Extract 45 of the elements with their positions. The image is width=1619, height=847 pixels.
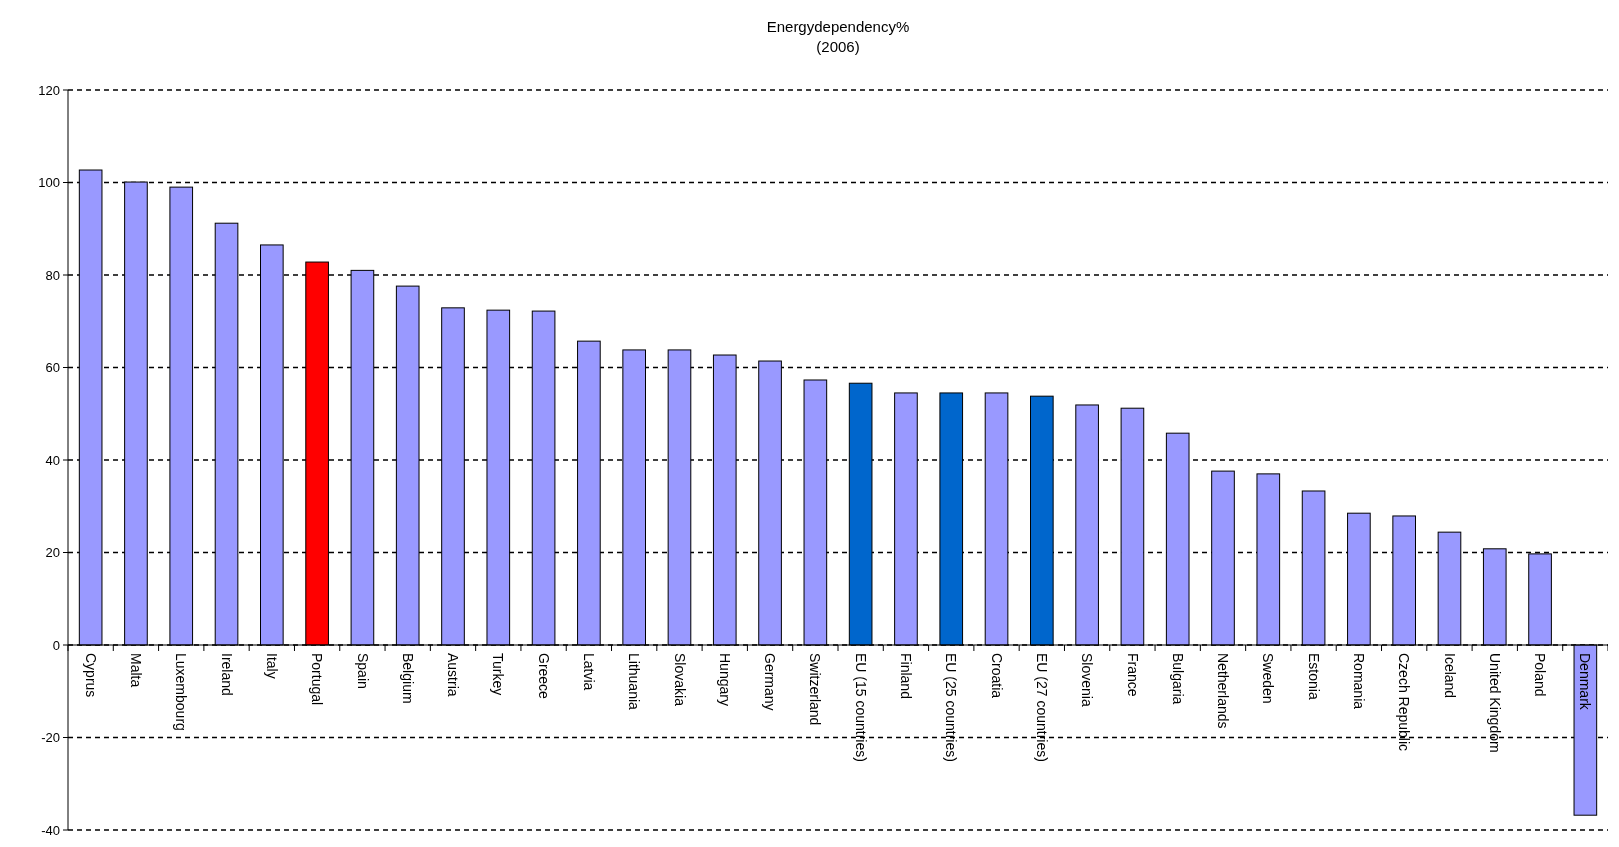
x-tick-label: Luxembourg	[173, 653, 190, 731]
x-tick-label: France	[1124, 653, 1141, 697]
y-tick-label: 100	[38, 175, 60, 191]
x-tick-label: Cyprus	[82, 653, 99, 698]
x-tick-label: Bulgaria	[1169, 653, 1186, 705]
x-tick-label: EU (25 countries)	[943, 653, 960, 762]
x-tick-label: Slovenia	[1079, 653, 1096, 707]
x-tick-label: United Kingdom	[1486, 653, 1503, 753]
chart-subtitle: (2006)	[816, 38, 860, 55]
x-tick-label: Romania	[1350, 653, 1367, 710]
x-tick-label: Malta	[128, 653, 145, 688]
x-tick-label: Finland	[898, 653, 915, 699]
x-tick-label: Slovakia	[671, 653, 688, 707]
x-tick-label: Denmark	[1577, 653, 1594, 711]
x-tick-label: Portugal	[309, 653, 326, 706]
x-tick-label: Lithuania	[626, 653, 643, 711]
x-tick-label: Spain	[354, 653, 371, 689]
x-tick-label: Turkey	[490, 653, 507, 696]
y-tick-label: 0	[52, 637, 60, 653]
x-tick-label: Italy	[263, 653, 280, 679]
y-tick-label: 20	[45, 545, 60, 561]
y-tick-label: -40	[41, 822, 60, 838]
x-tick-label: Iceland	[1441, 653, 1458, 699]
x-tick-label: Switzerland	[807, 653, 824, 726]
y-tick-label: 60	[45, 360, 60, 376]
x-tick-label: EU (15 countries)	[852, 653, 869, 762]
x-tick-label: Netherlands	[1215, 653, 1232, 729]
x-tick-label: Croatia	[988, 653, 1005, 699]
x-tick-label: Belgium	[399, 653, 416, 704]
x-tick-label: EU (27 countries)	[1033, 653, 1050, 762]
x-tick-label: Poland	[1532, 653, 1549, 697]
y-tick-label: -20	[41, 730, 60, 746]
x-tick-label: Austria	[445, 653, 462, 697]
x-tick-label: Sweden	[1260, 653, 1277, 704]
x-tick-label: Czech Republic	[1396, 653, 1413, 752]
y-tick-label: 80	[45, 267, 60, 283]
x-tick-label: Germany	[762, 653, 779, 711]
x-tick-label: Estonia	[1305, 653, 1322, 700]
y-tick-label: 40	[45, 452, 60, 468]
y-tick-label: 120	[38, 82, 60, 98]
x-tick-label: Greece	[535, 653, 552, 700]
x-tick-label: Hungary	[716, 653, 733, 706]
chart-title: Energydependency%	[766, 18, 910, 35]
x-tick-label: Ireland	[218, 653, 235, 696]
x-tick-label: Latvia	[580, 653, 597, 691]
